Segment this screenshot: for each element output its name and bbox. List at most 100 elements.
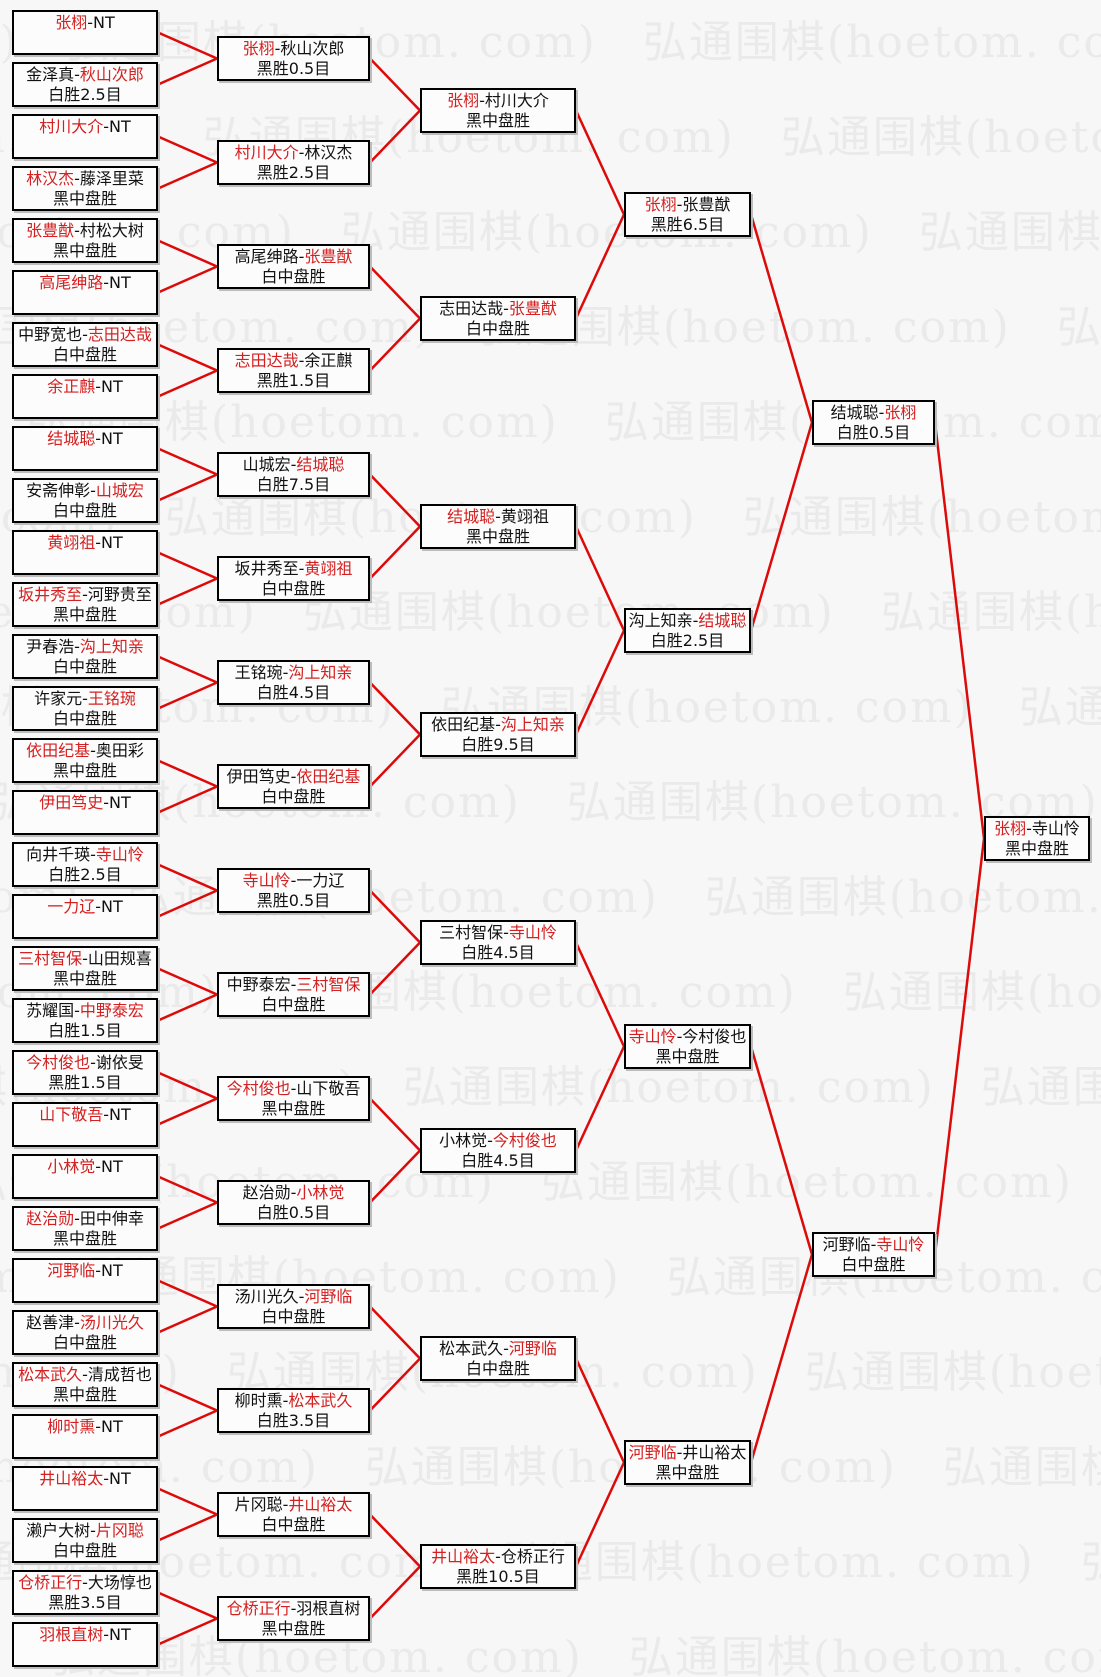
match-box-opening-round-30[interactable]: 濑户大树-片冈聪 白中盘胜 (12, 1518, 158, 1563)
player-1: 赵治勋 (242, 1183, 291, 1202)
match-box-round-of-32-14[interactable]: 柳时熏-松本武久 白胜3.5目 (217, 1388, 370, 1433)
connector-line (369, 889, 421, 944)
separator: - (90, 1521, 96, 1540)
match-result: 白中盘胜 (52, 657, 117, 676)
match-box-round-of-16-8[interactable]: 井山裕太-仓桥正行 黑胜10.5目 (420, 1544, 576, 1589)
match-box-quarterfinals-2[interactable]: 沟上知亲-结城聪 白胜2.5目 (624, 608, 751, 653)
match-box-quarterfinals-1[interactable]: 张栩-张豊猷 黑胜6.5目 (624, 192, 751, 237)
match-box-opening-round-2[interactable]: 金泽真-秋山次郎 白胜2.5目 (12, 62, 158, 107)
player-1: 结城聪 (830, 403, 879, 422)
separator: - (1026, 819, 1032, 838)
match-box-opening-round-26[interactable]: 赵善津-汤川光久 白中盘胜 (12, 1310, 158, 1355)
match-box-round-of-16-7[interactable]: 松本武久-河野临 白中盘胜 (420, 1336, 576, 1381)
separator: - (82, 1573, 88, 1592)
match-result: 白中盘胜 (52, 501, 117, 520)
match-box-opening-round-10[interactable]: 安斋伸彰-山城宏 白中盘胜 (12, 478, 158, 523)
player-1: 仓桥正行 (18, 1573, 83, 1592)
match-players: 小林觉-今村俊也 (422, 1131, 574, 1151)
player-1: 赵治勋 (26, 1209, 75, 1228)
match-box-final-1[interactable]: 张栩-寺山怜 黑中盘胜 (984, 816, 1090, 861)
player-2: 村川大介 (484, 91, 549, 110)
connector-line (157, 265, 218, 294)
match-box-semifinals-1[interactable]: 结城聪-张栩 白胜0.5目 (812, 400, 935, 445)
match-box-round-of-32-8[interactable]: 伊田笃史-依田纪基 白中盘胜 (217, 764, 370, 809)
match-box-round-of-32-7[interactable]: 王铭琬-沟上知亲 白胜4.5目 (217, 660, 370, 705)
match-box-opening-round-7[interactable]: 中野宽也-志田达哉 白中盘胜 (12, 322, 158, 367)
separator: - (95, 429, 102, 448)
match-box-opening-round-4[interactable]: 林汉杰-藤泽里菜 黑中盘胜 (12, 166, 158, 211)
match-result: 白中盘胜 (261, 995, 326, 1014)
match-players: 沟上知亲-结城聪 (626, 611, 749, 631)
match-players: 河野临-寺山怜 (814, 1235, 933, 1255)
match-box-opening-round-31[interactable]: 仓桥正行-大场惇也 黑胜3.5目 (12, 1570, 158, 1615)
match-box-opening-round-29: 井山裕太-NT (12, 1466, 158, 1511)
match-box-quarterfinals-3[interactable]: 寺山怜-今村俊也 黑中盘胜 (624, 1024, 751, 1069)
player-1: 寺山怜 (628, 1027, 677, 1046)
match-result: 黑中盘胜 (52, 1229, 117, 1248)
player-1: 柳时熏 (234, 1391, 283, 1410)
match-box-opening-round-1: 张栩-NT (12, 10, 158, 55)
match-box-opening-round-19[interactable]: 三村智保-山田规喜 黑中盘胜 (12, 946, 158, 991)
connector-line (157, 1617, 218, 1646)
player-1: 井山裕太 (431, 1547, 496, 1566)
match-box-opening-round-20[interactable]: 苏耀国-中野泰宏 白胜1.5目 (12, 998, 158, 1043)
match-box-opening-round-21[interactable]: 今村俊也-谢依旻 黑胜1.5目 (12, 1050, 158, 1095)
match-box-opening-round-17[interactable]: 向井千瑛-寺山怜 白胜2.5目 (12, 842, 158, 887)
match-box-round-of-32-4[interactable]: 志田达哉-余正麒 黑胜1.5目 (217, 348, 370, 393)
match-box-round-of-32-6[interactable]: 坂井秀至-黄翊祖 白中盘胜 (217, 556, 370, 601)
connector-line (157, 577, 218, 606)
match-box-opening-round-13[interactable]: 尹春浩-沟上知亲 白中盘胜 (12, 634, 158, 679)
separator: - (282, 1495, 289, 1514)
watermark-text: 弘通围棋(hoetom. com) 弘通围棋(hoetom. com) 弘通围棋… (0, 587, 1101, 638)
player-1: 柳时熏 (47, 1417, 96, 1436)
match-players: 松本武久-清成哲也 (14, 1365, 156, 1385)
match-players: 结城聪-张栩 (814, 403, 933, 423)
match-box-round-of-32-11[interactable]: 今村俊也-山下敬吾 黑中盘胜 (217, 1076, 370, 1121)
player-1: 张栩 (242, 39, 275, 58)
separator: - (95, 1261, 102, 1280)
match-box-round-of-32-13[interactable]: 汤川光久-河野临 白中盘胜 (217, 1284, 370, 1329)
match-box-round-of-16-6[interactable]: 小林觉-今村俊也 白胜4.5目 (420, 1128, 576, 1173)
match-box-opening-round-12[interactable]: 坂井秀至-河野贵至 黑中盘胜 (12, 582, 158, 627)
match-box-round-of-32-15[interactable]: 片冈聪-井山裕太 白中盘胜 (217, 1492, 370, 1537)
match-box-round-of-16-3[interactable]: 结城聪-黄翊祖 黑中盘胜 (420, 504, 576, 549)
connector-line (369, 941, 421, 996)
player-2: 寺山怜 (508, 923, 557, 942)
match-players: 高尾绅路-张豊猷 (219, 247, 368, 267)
player-2: 河野临 (508, 1339, 557, 1358)
player-2: 河野贵至 (87, 585, 152, 604)
match-box-opening-round-32: 羽根直树-NT (12, 1622, 158, 1667)
connector-line (157, 1279, 218, 1308)
match-box-round-of-16-1[interactable]: 张栩-村川大介 黑中盘胜 (420, 88, 576, 133)
player-2: 秋山次郎 (280, 39, 345, 58)
match-box-semifinals-2[interactable]: 河野临-寺山怜 白中盘胜 (812, 1232, 935, 1277)
match-box-opening-round-15[interactable]: 依田纪基-奥田彩 黑中盘胜 (12, 738, 158, 783)
match-box-round-of-16-2[interactable]: 志田达哉-张豊猷 白中盘胜 (420, 296, 576, 341)
match-box-round-of-32-2[interactable]: 村川大介-林汉杰 黑胜2.5目 (217, 140, 370, 185)
match-box-round-of-32-1[interactable]: 张栩-秋山次郎 黑胜0.5目 (217, 36, 370, 81)
player-2: 沟上知亲 (79, 637, 144, 656)
match-players: 仓桥正行-羽根直树 (219, 1599, 368, 1619)
match-box-opening-round-5[interactable]: 张豊猷-村松大树 黑中盘胜 (12, 218, 158, 263)
match-box-opening-round-14[interactable]: 许家元-王铭琬 白中盘胜 (12, 686, 158, 731)
player-2: 今村俊也 (492, 1131, 557, 1150)
match-box-quarterfinals-4[interactable]: 河野临-井山裕太 黑中盘胜 (624, 1440, 751, 1485)
match-result: 黑胜10.5目 (456, 1567, 540, 1586)
connector-line (369, 525, 421, 580)
player-1: 井山裕太 (39, 1469, 104, 1488)
connector-line (157, 1201, 218, 1230)
match-box-round-of-32-10[interactable]: 中野泰宏-三村智保 白中盘胜 (217, 972, 370, 1017)
match-box-round-of-32-3[interactable]: 高尾绅路-张豊猷 白中盘胜 (217, 244, 370, 289)
connector-line (574, 629, 626, 736)
match-box-round-of-32-9[interactable]: 寺山怜-一力辽 黑胜0.5目 (217, 868, 370, 913)
player-2: 黄翊祖 (500, 507, 549, 526)
match-box-round-of-16-4[interactable]: 依田纪基-沟上知亲 白胜9.5目 (420, 712, 576, 757)
match-box-opening-round-27[interactable]: 松本武久-清成哲也 黑中盘胜 (12, 1362, 158, 1407)
match-box-round-of-32-5[interactable]: 山城宏-结城聪 白胜7.5目 (217, 452, 370, 497)
match-players: 井山裕太-仓桥正行 (422, 1547, 574, 1567)
match-box-round-of-16-5[interactable]: 三村智保-寺山怜 白胜4.5目 (420, 920, 576, 965)
match-box-round-of-32-12[interactable]: 赵治勋-小林觉 白胜0.5目 (217, 1180, 370, 1225)
match-box-opening-round-24[interactable]: 赵治勋-田中伸幸 黑中盘胜 (12, 1206, 158, 1251)
match-box-round-of-32-16[interactable]: 仓桥正行-羽根直树 黑中盘胜 (217, 1596, 370, 1641)
